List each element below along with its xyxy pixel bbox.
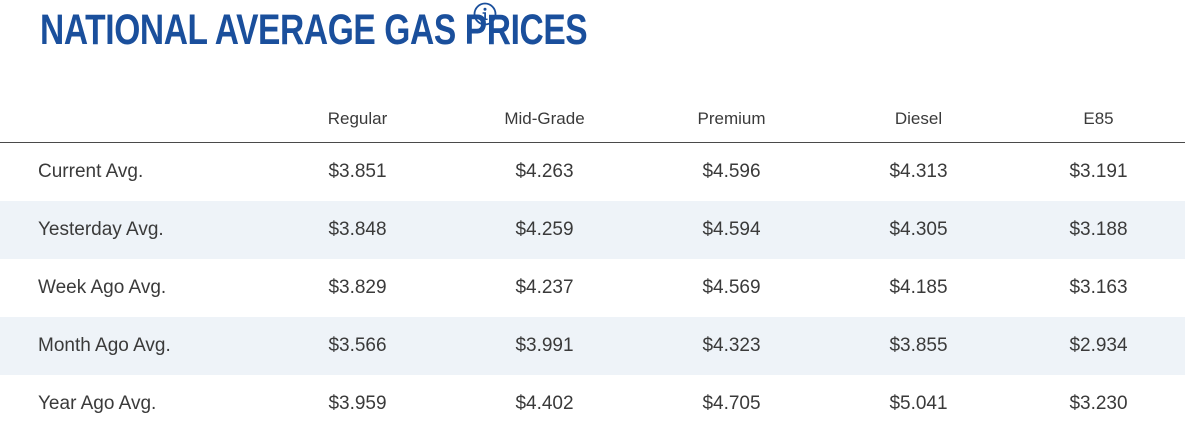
price-cell: $3.848 [264, 201, 451, 259]
table-row-yesterday: Yesterday Avg. $3.848 $4.259 $4.594 $4.3… [0, 201, 1185, 259]
column-header-premium: Premium [638, 95, 825, 143]
price-cell: $2.934 [1012, 317, 1185, 375]
row-label: Week Ago Avg. [38, 277, 167, 298]
price-cell: $4.594 [638, 201, 825, 259]
column-header-blank [0, 95, 264, 143]
price-cell: $4.402 [515, 393, 574, 414]
column-header-e85: E85 [1012, 95, 1185, 143]
column-header-regular: Regular [264, 95, 451, 143]
row-label: Year Ago Avg. [38, 393, 157, 414]
price-cell: $3.851 [328, 161, 387, 182]
price-cell: $4.569 [702, 277, 761, 298]
price-cell: $3.829 [328, 277, 387, 298]
price-cell: $4.323 [638, 317, 825, 375]
price-cell: $4.237 [515, 277, 574, 298]
table-row-current: Current Avg. $3.851 $4.263 $4.596 $4.313… [0, 143, 1185, 202]
price-cell: $4.596 [702, 161, 761, 182]
price-cell: $3.959 [328, 393, 387, 414]
price-cell: $4.705 [702, 393, 761, 414]
table-row-week-ago: Week Ago Avg. $3.829 $4.237 $4.569 $4.18… [0, 259, 1185, 317]
page-title: NATIONAL AVERAGE GAS PRICES [40, 6, 588, 54]
price-cell: $4.305 [825, 201, 1012, 259]
gas-prices-table: Regular Mid-Grade Premium Diesel E85 Cur… [0, 95, 1185, 433]
price-cell: $3.188 [1012, 201, 1185, 259]
price-cell: $4.259 [451, 201, 638, 259]
row-label: Yesterday Avg. [0, 201, 264, 259]
page-header: NATIONAL AVERAGE GAS PRICES [40, 2, 742, 62]
table-header-row: Regular Mid-Grade Premium Diesel E85 [0, 95, 1185, 143]
price-cell: $5.041 [889, 393, 948, 414]
price-cell: $3.566 [264, 317, 451, 375]
price-cell: $3.855 [825, 317, 1012, 375]
price-cell: $3.991 [451, 317, 638, 375]
info-circle-icon[interactable] [473, 2, 497, 26]
column-header-mid-grade: Mid-Grade [451, 95, 638, 143]
row-label: Month Ago Avg. [0, 317, 264, 375]
price-cell: $4.263 [515, 161, 574, 182]
price-cell: $3.163 [1069, 277, 1128, 298]
table-row-month-ago: Month Ago Avg. $3.566 $3.991 $4.323 $3.8… [0, 317, 1185, 375]
price-cell: $4.313 [889, 161, 948, 182]
price-cell: $3.191 [1069, 161, 1128, 182]
table-row-year-ago: Year Ago Avg. $3.959 $4.402 $4.705 $5.04… [0, 375, 1185, 433]
price-cell: $3.230 [1069, 393, 1128, 414]
row-label: Current Avg. [38, 161, 144, 182]
price-cell: $4.185 [889, 277, 948, 298]
column-header-diesel: Diesel [825, 95, 1012, 143]
